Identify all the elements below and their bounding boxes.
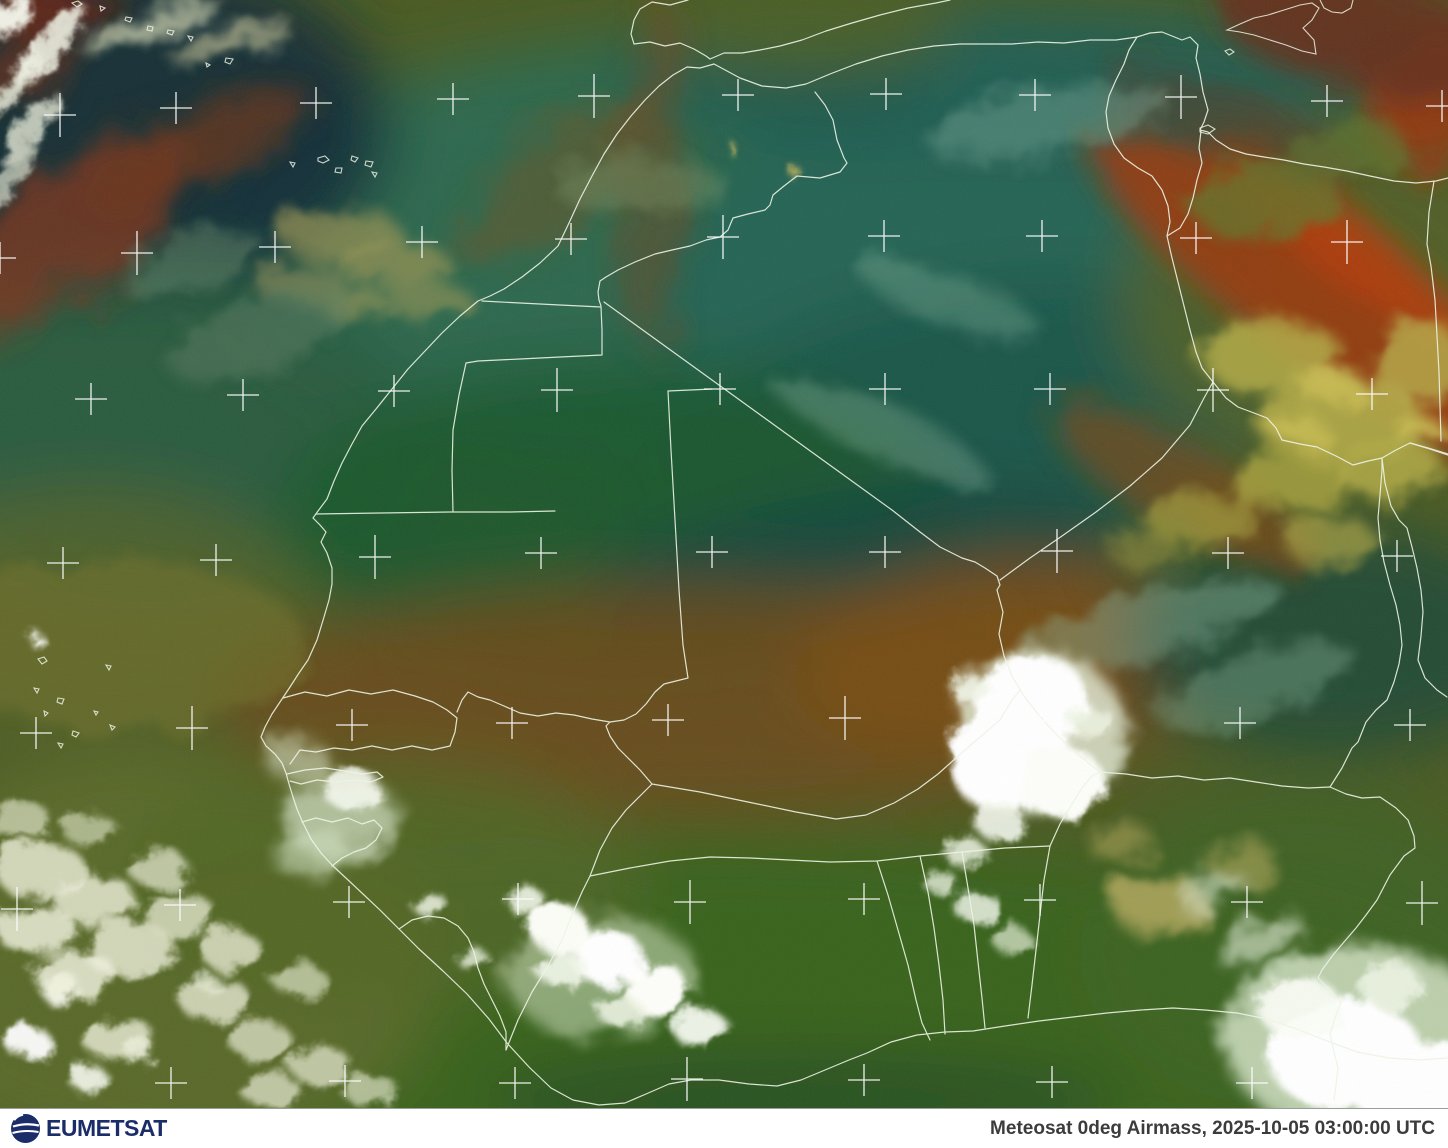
eumetsat-globe-icon [11, 1113, 40, 1143]
satellite-image [0, 0, 1448, 1108]
grain-overlay [0, 0, 1448, 1108]
eumetsat-logo: EUMETSAT [10, 1113, 167, 1144]
airmass-map-canvas [0, 0, 1448, 1108]
product-timestamp-caption: Meteosat 0deg Airmass, 2025-10-05 03:00:… [990, 1118, 1435, 1139]
footer-bar: EUMETSAT Meteosat 0deg Airmass, 2025-10-… [0, 1108, 1448, 1148]
eumetsat-logo-text: EUMETSAT [46, 1115, 167, 1141]
